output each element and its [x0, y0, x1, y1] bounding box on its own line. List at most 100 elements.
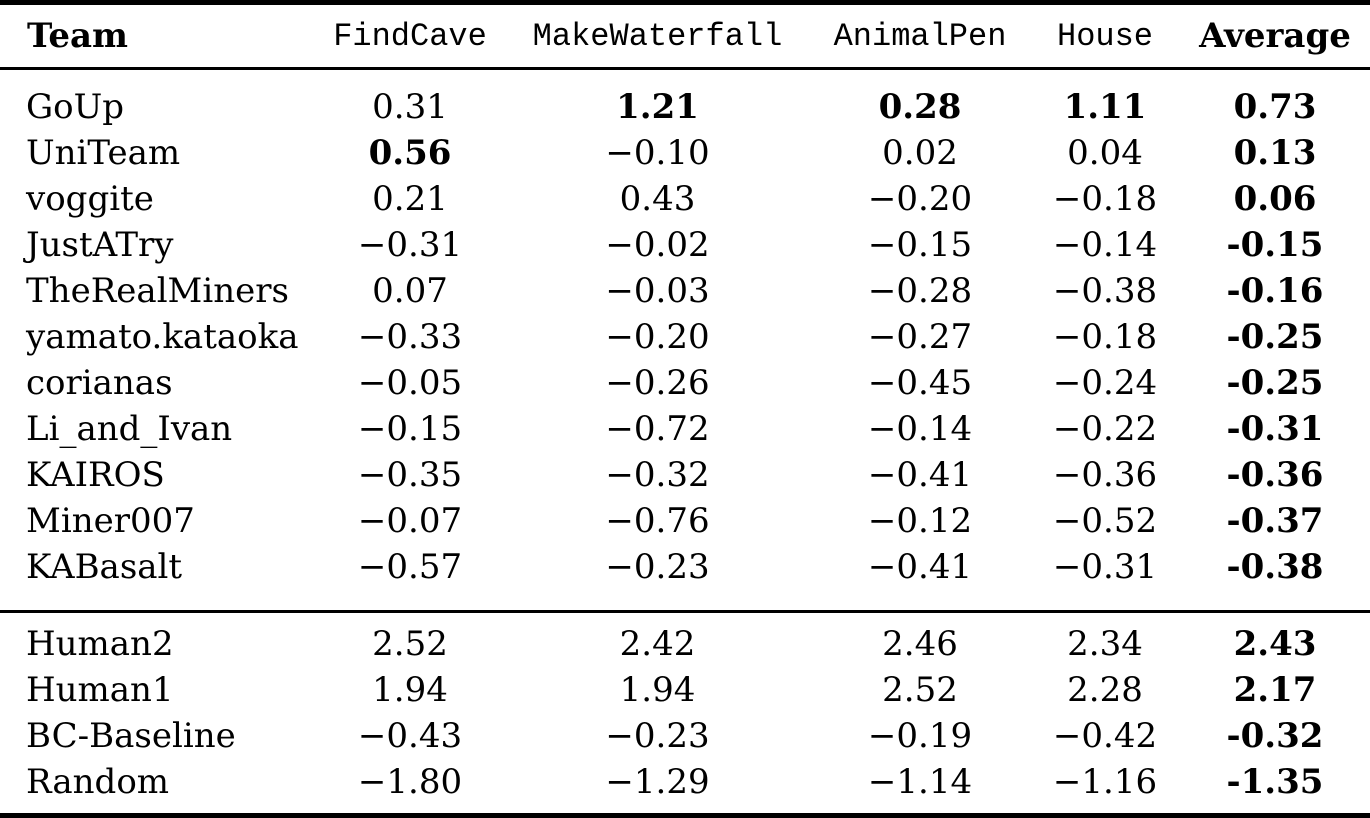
score-cell-animalpen: −0.19: [867, 716, 973, 756]
score-cell-makewaterfall: −0.20: [605, 317, 710, 357]
score-cell-animalpen: 0.02: [882, 133, 958, 173]
column-header-findcave: FindCave: [315, 2, 505, 70]
score-cell-findcave: 0.21: [372, 179, 448, 219]
score-cell-makewaterfall: −0.03: [605, 271, 710, 311]
average-score-cell: 2.17: [1233, 670, 1317, 710]
score-cell-animalpen: −0.41: [867, 547, 973, 587]
score-cell-makewaterfall: 0.43: [619, 179, 696, 219]
score-cell-findcave: −0.07: [357, 501, 463, 541]
average-score-cell: -0.15: [1226, 225, 1324, 265]
team-name-cell: GoUp: [26, 87, 125, 127]
score-cell-findcave: −0.33: [357, 317, 463, 357]
average-score-cell: -0.16: [1226, 271, 1324, 311]
team-name-cell: Human1: [26, 670, 174, 710]
average-score-cell: -0.37: [1226, 501, 1324, 541]
score-cell-makewaterfall: −0.02: [605, 225, 710, 265]
score-cell-makewaterfall: −0.10: [605, 133, 710, 173]
table-row: Human2 2.52 2.42 2.46 2.34 2.43: [0, 610, 1370, 667]
score-cell-animalpen: −0.27: [867, 317, 973, 357]
score-cell-house: −0.22: [1052, 409, 1158, 449]
team-name-cell: Li_and_Ivan: [26, 409, 233, 449]
score-cell-house: −0.52: [1052, 501, 1158, 541]
score-cell-animalpen: −0.12: [867, 501, 973, 541]
score-cell-findcave: −0.31: [357, 225, 463, 265]
score-cell-findcave: −0.57: [357, 547, 463, 587]
score-cell-makewaterfall: −0.32: [605, 455, 710, 495]
score-cell-findcave: −0.05: [357, 363, 463, 403]
team-name-cell: UniTeam: [26, 133, 181, 173]
score-cell-animalpen: 0.28: [878, 87, 962, 127]
table-row: BC-Baseline −0.43 −0.23 −0.19 −0.42 -0.3…: [0, 713, 1370, 759]
average-score-cell: -0.38: [1226, 547, 1324, 587]
team-name-cell: KAIROS: [26, 455, 165, 495]
score-cell-house: 2.34: [1030, 610, 1180, 667]
table-row: Li_and_Ivan −0.15 −0.72 −0.14 −0.22 -0.3…: [0, 406, 1370, 452]
team-name-cell: yamato.kataoka: [26, 317, 299, 357]
score-cell-animalpen: −0.41: [867, 455, 973, 495]
average-score-cell: -0.31: [1226, 409, 1324, 449]
score-cell-makewaterfall: −1.29: [605, 762, 710, 802]
team-name-cell: BC-Baseline: [26, 716, 236, 756]
average-score-cell: -0.25: [1226, 317, 1324, 357]
table-row: Human1 1.94 1.94 2.52 2.28 2.17: [0, 667, 1370, 713]
score-cell-animalpen: −0.20: [867, 179, 973, 219]
score-cell-makewaterfall: −0.76: [605, 501, 710, 541]
score-cell-makewaterfall: −0.23: [605, 547, 710, 587]
score-cell-house: −0.18: [1052, 317, 1158, 357]
score-cell-house: −1.16: [1052, 762, 1158, 802]
team-name-cell: KABasalt: [26, 547, 183, 587]
team-name-cell: TheRealMiners: [26, 271, 289, 311]
score-cell-findcave: 0.56: [368, 133, 452, 173]
score-cell-makewaterfall: −0.72: [605, 409, 710, 449]
team-name-cell: Miner007: [26, 501, 195, 541]
average-score-cell: -1.35: [1226, 762, 1324, 802]
score-cell-findcave: 0.31: [372, 87, 448, 127]
table-header: Team FindCave MakeWaterfall AnimalPen Ho…: [0, 2, 1370, 70]
average-score-cell: -0.36: [1226, 455, 1324, 495]
table-row: Miner007 −0.07 −0.76 −0.12 −0.52 -0.37: [0, 498, 1370, 544]
table-row: KABasalt −0.57 −0.23 −0.41 −0.31 -0.38: [0, 544, 1370, 612]
score-cell-findcave: −0.35: [357, 455, 463, 495]
score-cell-house: −0.18: [1052, 179, 1158, 219]
score-cell-house: −0.38: [1052, 271, 1158, 311]
average-score-cell: 0.13: [1233, 133, 1317, 173]
average-score-cell: 0.73: [1233, 87, 1317, 127]
score-cell-findcave: 0.07: [372, 271, 448, 311]
column-header-animalpen: AnimalPen: [810, 2, 1030, 70]
score-cell-animalpen: −0.15: [867, 225, 973, 265]
table-row: voggite 0.21 0.43 −0.20 −0.18 0.06: [0, 176, 1370, 222]
score-cell-findcave: 1.94: [372, 670, 448, 710]
average-score-cell: -0.25: [1226, 363, 1324, 403]
column-header-makewaterfall: MakeWaterfall: [505, 2, 810, 70]
score-cell-house: 0.04: [1067, 133, 1143, 173]
score-cell-house: −0.31: [1052, 547, 1158, 587]
score-cell-findcave: −0.15: [357, 409, 463, 449]
score-cell-findcave: −1.80: [357, 762, 463, 802]
score-cell-makewaterfall: 2.42: [505, 610, 810, 667]
header-row: Team FindCave MakeWaterfall AnimalPen Ho…: [0, 2, 1370, 70]
score-cell-house: 2.28: [1067, 670, 1143, 710]
teams-section: GoUp 0.31 1.21 0.28 1.11 0.73 UniTeam 0.…: [0, 69, 1370, 612]
score-cell-house: −0.42: [1052, 716, 1158, 756]
score-cell-makewaterfall: −0.23: [605, 716, 710, 756]
team-name-cell: Random: [26, 762, 170, 802]
average-score-cell: -0.32: [1226, 716, 1324, 756]
table-row: corianas −0.05 −0.26 −0.45 −0.24 -0.25: [0, 360, 1370, 406]
column-header-average: Average: [1180, 2, 1370, 70]
score-cell-house: −0.14: [1052, 225, 1158, 265]
score-cell-animalpen: −0.45: [867, 363, 973, 403]
team-name-cell: JustATry: [26, 225, 174, 265]
score-cell-makewaterfall: −0.26: [605, 363, 710, 403]
score-cell-animalpen: −1.14: [867, 762, 973, 802]
team-name-cell: voggite: [26, 179, 154, 219]
column-header-team: Team: [0, 2, 315, 70]
table-row: UniTeam 0.56 −0.10 0.02 0.04 0.13: [0, 130, 1370, 176]
score-cell-house: −0.36: [1052, 455, 1158, 495]
average-score-cell: 0.06: [1233, 179, 1317, 219]
column-header-house: House: [1030, 2, 1180, 70]
table-row: Random −1.80 −1.29 −1.14 −1.16 -1.35: [0, 759, 1370, 816]
team-name-cell: Human2: [0, 610, 315, 667]
score-cell-animalpen: −0.28: [867, 271, 973, 311]
table-row: TheRealMiners 0.07 −0.03 −0.28 −0.38 -0.…: [0, 268, 1370, 314]
team-name-cell: corianas: [26, 363, 173, 403]
